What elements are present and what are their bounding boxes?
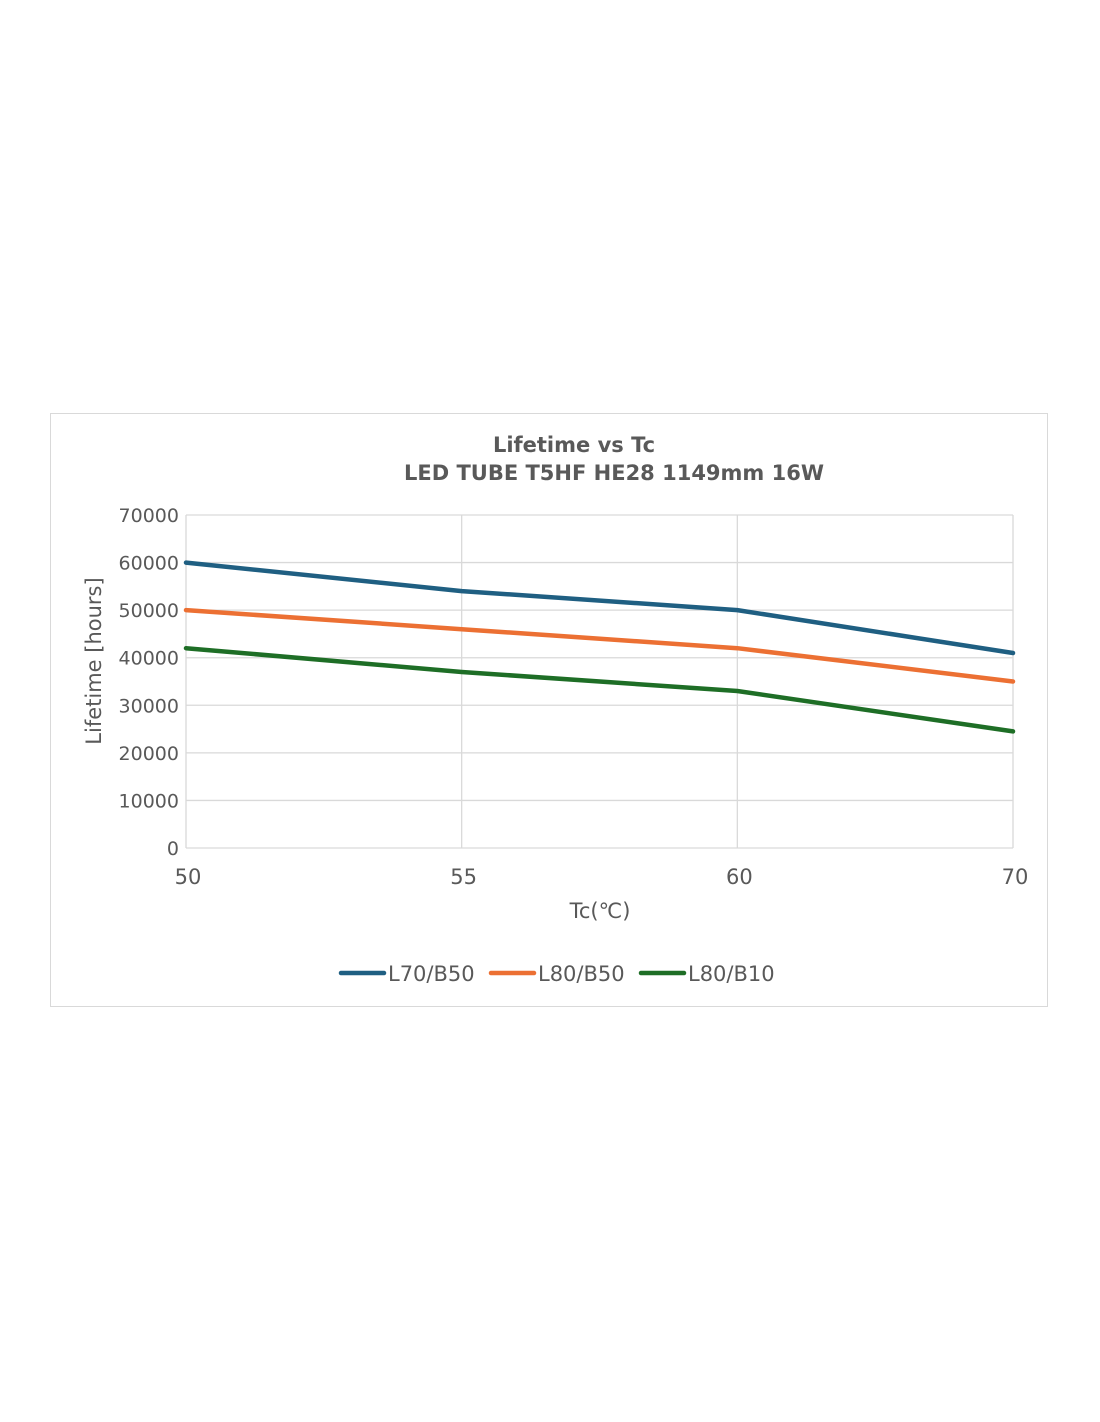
series-line-l70-b50 (183, 560, 1016, 656)
y-tick-label: 40000 (119, 648, 179, 670)
legend-label: L80/B10 (688, 962, 775, 986)
y-tick-label: 20000 (119, 743, 179, 765)
y-tick-label: 50000 (119, 600, 179, 622)
y-tick-label: 70000 (119, 505, 179, 527)
series-line-l80-b10 (183, 645, 1016, 734)
y-axis-title: Lifetime [hours] (82, 577, 106, 744)
y-axis-ticks: 0 10000 20000 30000 40000 50000 60000 70000 (119, 505, 179, 860)
x-tick-label: 55 (450, 865, 477, 889)
x-axis-ticks: 50 55 60 70 (175, 865, 1029, 889)
legend-label: L70/B50 (388, 962, 475, 986)
line-chart: Lifetime vs Tc LED TUBE T5HF HE28 1149mm… (82, 433, 1029, 986)
legend: L70/B50 L80/B50 L80/B10 (338, 962, 775, 986)
legend-label: L80/B50 (538, 962, 625, 986)
y-tick-label: 10000 (119, 790, 179, 812)
chart-subtitle: LED TUBE T5HF HE28 1149mm 16W (404, 461, 824, 485)
series-line-l80-b50 (183, 607, 1016, 684)
y-tick-label: 0 (167, 838, 179, 860)
chart-title: Lifetime vs Tc (493, 433, 655, 457)
grid (185, 514, 1014, 849)
y-tick-label: 30000 (119, 695, 179, 717)
series-lines (183, 560, 1016, 734)
y-tick-label: 60000 (119, 553, 179, 575)
x-tick-label: 50 (175, 865, 202, 889)
chart-frame: Lifetime vs Tc LED TUBE T5HF HE28 1149mm… (50, 413, 1048, 1007)
x-axis-title: Tc(℃) (569, 899, 631, 923)
x-tick-label: 70 (1002, 865, 1029, 889)
x-tick-label: 60 (726, 865, 753, 889)
